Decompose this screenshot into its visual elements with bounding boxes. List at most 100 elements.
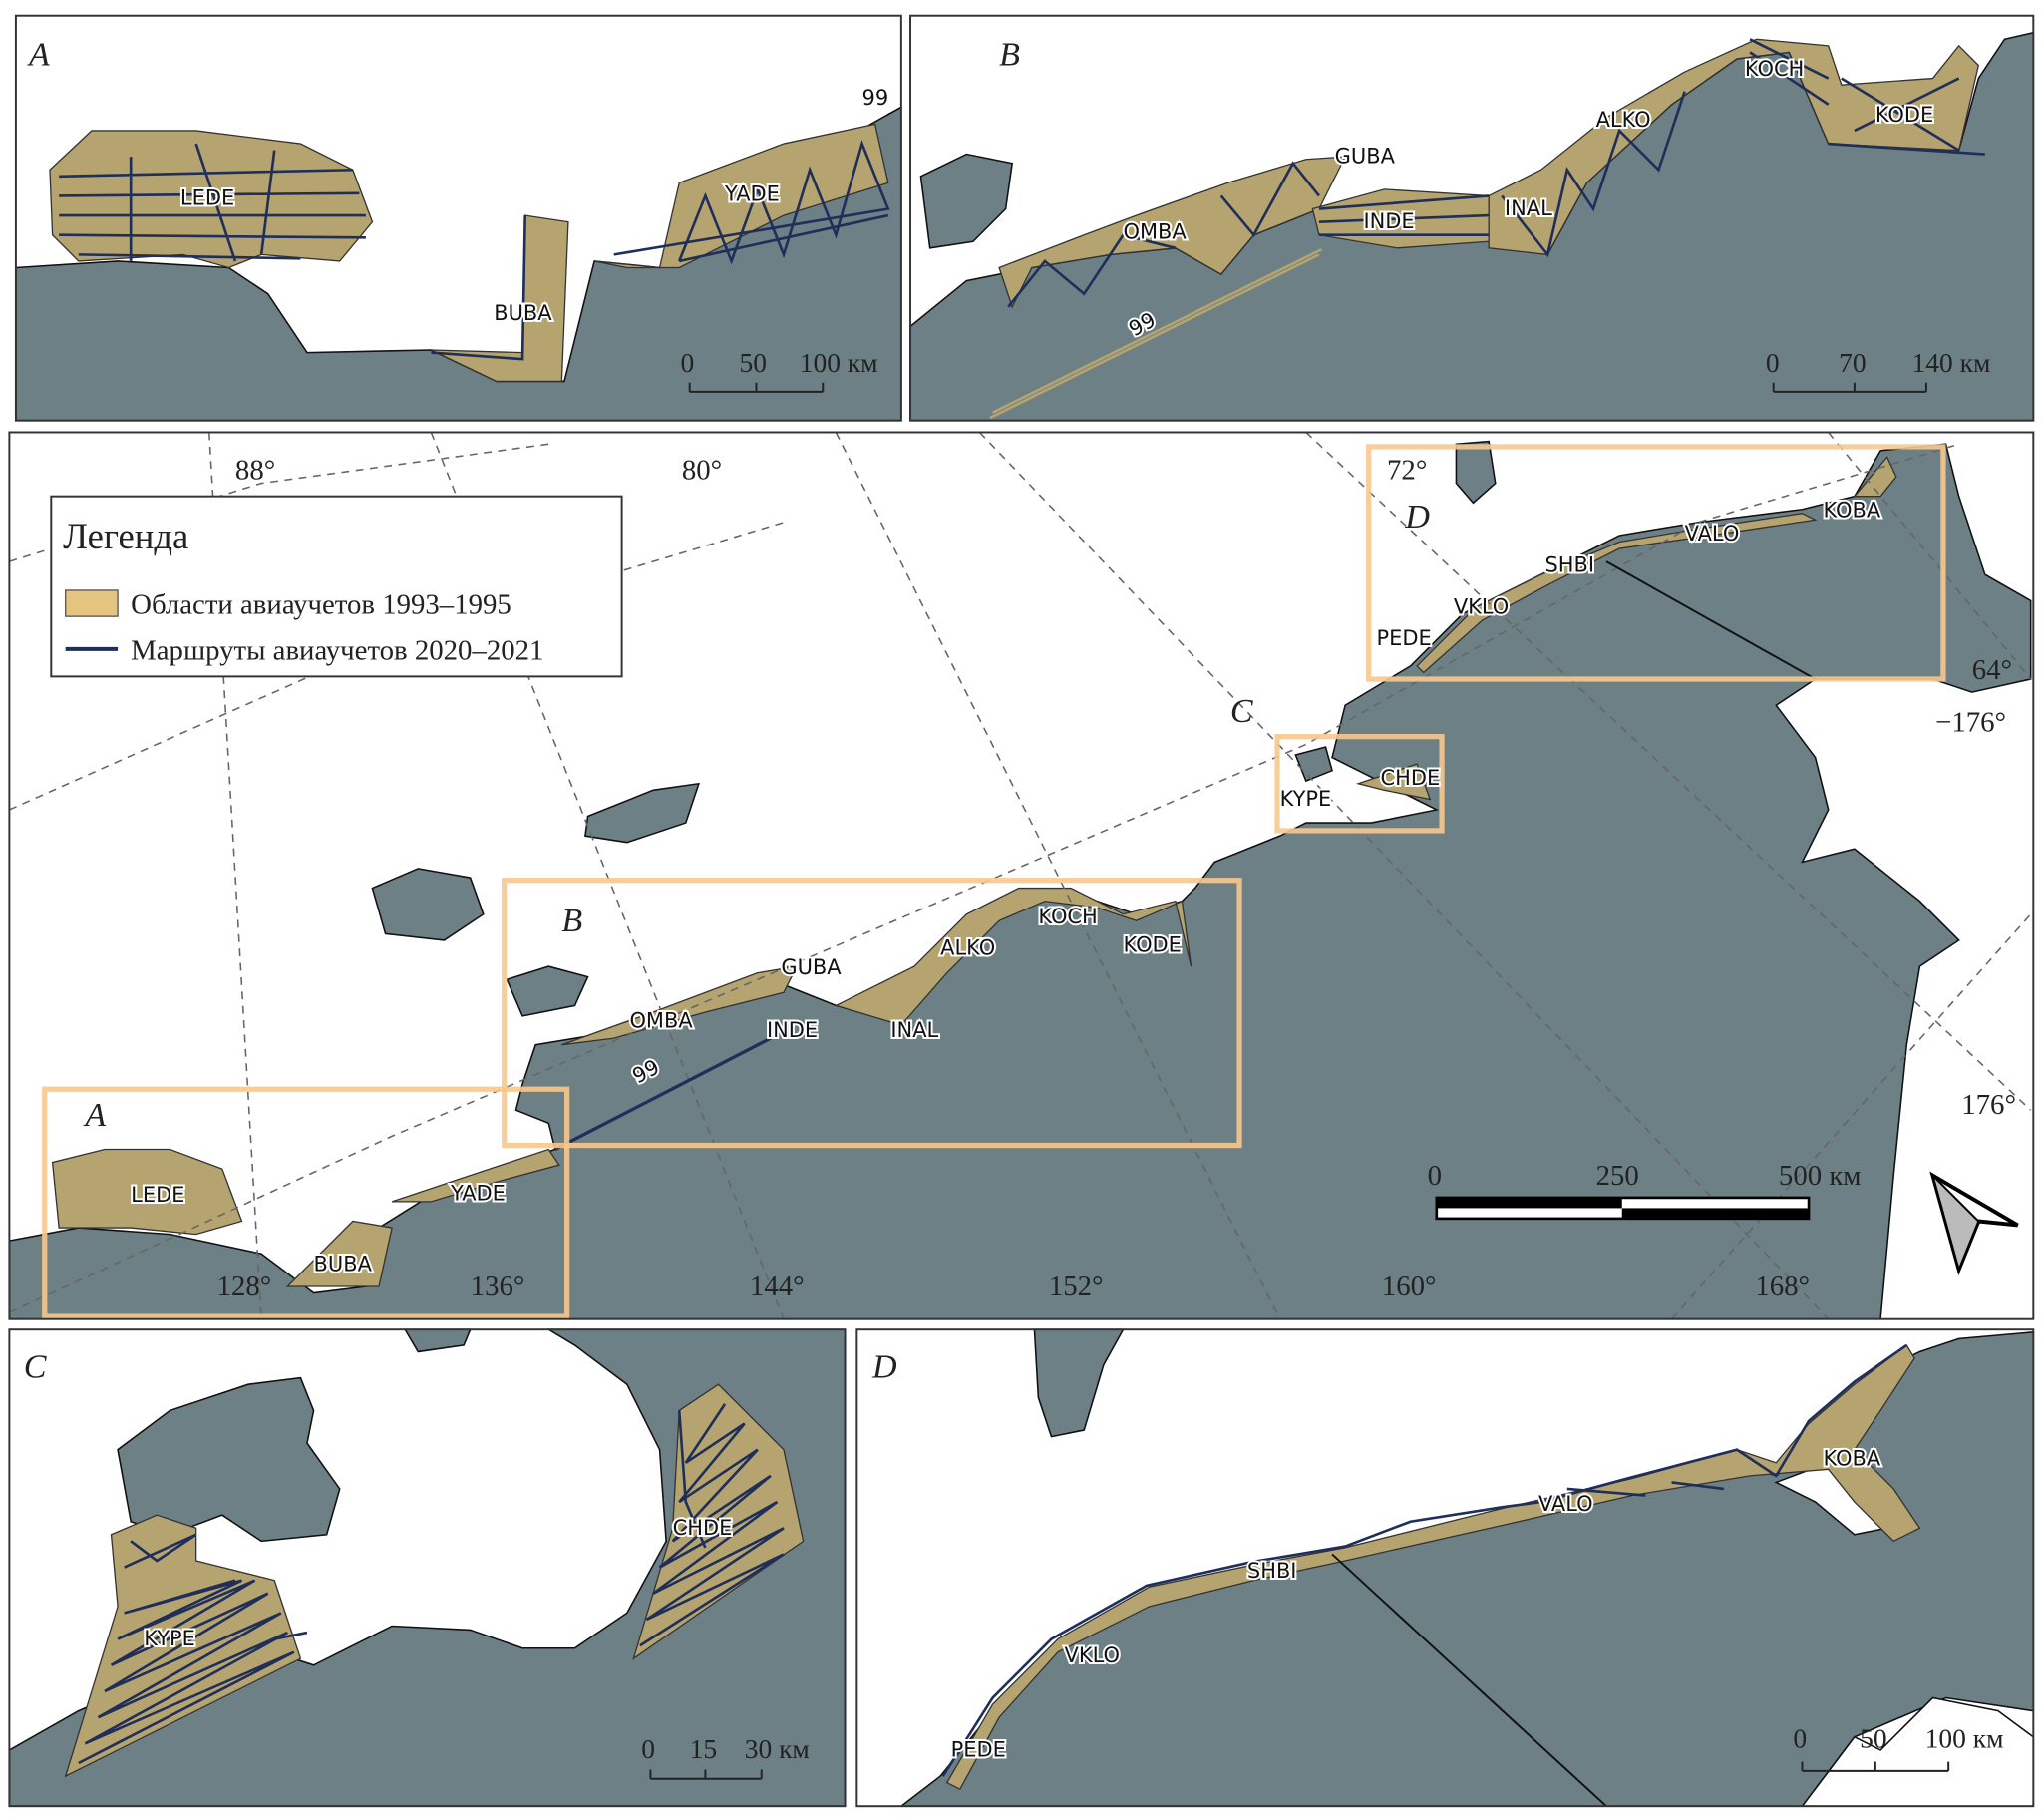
inset-b-scale-bar: 0 70 140 км xyxy=(1766,347,1991,393)
scale-label: 140 км xyxy=(1912,347,1991,378)
main-map: A B C D LEDE BUBA YADE OMBA GUBA INDE IN… xyxy=(8,431,2035,1320)
site-label: KODE xyxy=(1123,933,1181,957)
inset-b-frame xyxy=(909,14,2035,422)
legend-swatch-survey-area xyxy=(65,589,119,617)
boundary-line xyxy=(1605,560,1817,680)
inset-box-letter: B xyxy=(561,903,582,939)
site-label: KOBA xyxy=(1823,499,1880,523)
site-label: BUBA xyxy=(314,1252,373,1275)
route-99-line xyxy=(989,247,1323,420)
inset-b-site-label: GUBA xyxy=(1335,145,1396,169)
inset-b-site-label: ALKO xyxy=(1596,108,1651,132)
site-label: LEDE xyxy=(131,1183,184,1207)
scale-label: 250 xyxy=(1596,1160,1639,1192)
inset-b: OMBA GUBA INDE INAL ALKO KOCH KODE 99 B … xyxy=(909,14,2035,422)
site-label: YADE xyxy=(450,1182,506,1206)
inset-d-site-label: KOBA xyxy=(1823,1446,1880,1470)
inset-d-site-label: PEDE xyxy=(951,1737,1006,1761)
scale-label: 30 км xyxy=(745,1733,810,1764)
scale-label: 70 xyxy=(1839,347,1867,378)
inset-b-omba-area xyxy=(998,156,1347,309)
inset-b-site-label: INDE xyxy=(1363,209,1414,233)
inset-d-site-label: VALO xyxy=(1538,1492,1593,1516)
main-map-island xyxy=(1294,746,1333,783)
scale-label: 50 xyxy=(1860,1722,1887,1753)
scale-label: 100 км xyxy=(1925,1722,2004,1753)
graticule-label: 64° xyxy=(1972,654,2012,686)
inset-b-site-label: KOCH xyxy=(1745,57,1804,81)
legend-item-label: Маршруты авиаучетов 2020–2021 xyxy=(131,634,543,666)
main-map-inset-boxes xyxy=(42,444,1946,1319)
north-arrow-icon xyxy=(1929,1171,2019,1276)
site-label: INAL xyxy=(890,1018,938,1042)
route-99-line xyxy=(554,1036,772,1151)
site-label: KOCH xyxy=(1038,905,1097,928)
inset-a: LEDE BUBA YADE 99 A 0 50 100 км xyxy=(14,14,902,422)
site-label: VALO xyxy=(1685,522,1740,545)
inset-a-letter: A xyxy=(27,36,50,73)
inset-b-island xyxy=(919,153,1014,249)
main-map-scale-bar: 0 250 500 км xyxy=(1428,1160,1862,1221)
legend-item-label: Области авиаучетов 1993–1995 xyxy=(131,589,511,621)
graticule-label: −176° xyxy=(1935,706,2006,738)
inset-a-yade-area xyxy=(593,123,889,269)
site-label: ALKO xyxy=(940,935,995,959)
inset-box-letter: A xyxy=(83,1097,106,1134)
legend-title: Легенда xyxy=(63,516,188,556)
graticule-label: 152° xyxy=(1049,1271,1104,1302)
inset-c-scale-bar: 0 15 30 км xyxy=(641,1733,810,1780)
graticule-label: 80° xyxy=(682,455,722,487)
graticule-label: 72° xyxy=(1387,455,1427,487)
inset-a-site-label: BUBA xyxy=(494,301,552,325)
inset-c-letter: C xyxy=(24,1349,48,1386)
main-map-island xyxy=(371,868,485,941)
site-label: CHDE xyxy=(1380,766,1440,790)
inset-b-site-label: OMBA xyxy=(1123,220,1187,244)
boundary-line xyxy=(1331,1553,1607,1807)
inset-d: PEDE VKLO SHBI VALO KOBA D 0 50 100 км xyxy=(855,1328,2035,1808)
legend: Легенда Области авиаучетов 1993–1995 Мар… xyxy=(50,495,623,678)
graticule-label: 128° xyxy=(217,1271,272,1302)
inset-b-inal-area xyxy=(1488,38,1980,256)
inset-box-d xyxy=(1366,444,1946,682)
site-label: PEDE xyxy=(1377,626,1432,650)
inset-box-letter: D xyxy=(1404,499,1430,536)
main-map-island xyxy=(506,965,589,1017)
legend-box xyxy=(50,495,623,678)
inset-c-site-label: CHDE xyxy=(673,1516,733,1540)
inset-box-b xyxy=(502,878,1242,1149)
site-label: INDE xyxy=(767,1018,818,1042)
scale-label: 100 км xyxy=(800,347,878,378)
inset-c-chde-area xyxy=(632,1383,805,1660)
inset-b-site-label: INAL xyxy=(1505,196,1552,220)
main-map-island xyxy=(1455,440,1497,505)
inset-b-routes xyxy=(989,38,1985,420)
graticule-label: 168° xyxy=(1755,1271,1810,1302)
inset-box-a xyxy=(42,1086,570,1319)
main-map-graticule-labels: 88° 80° 72° 64° −176° 176° 128° 136° 144… xyxy=(217,455,2016,1303)
inset-c-site-label: KYPE xyxy=(144,1627,195,1650)
graticule-label: 160° xyxy=(1382,1271,1437,1302)
inset-d-scale-bar: 0 50 100 км xyxy=(1793,1722,2004,1772)
scale-label: 0 xyxy=(641,1733,655,1764)
inset-a-site-label: LEDE xyxy=(180,186,234,210)
graticule-label: 176° xyxy=(1961,1089,2016,1121)
scale-label: 15 xyxy=(690,1733,718,1764)
site-label: OMBA xyxy=(629,1009,693,1033)
scale-label: 0 xyxy=(1793,1722,1807,1753)
inset-c-frame xyxy=(8,1328,847,1808)
inset-a-scale-bar: 0 50 100 км xyxy=(681,347,878,393)
inset-d-letter: D xyxy=(871,1349,897,1386)
inset-b-letter: B xyxy=(999,36,1020,73)
graticule-label: 136° xyxy=(471,1271,525,1302)
inset-c: KYPE CHDE C 0 15 30 км xyxy=(8,1328,847,1808)
site-label: SHBI xyxy=(1545,553,1595,577)
site-label: GUBA xyxy=(781,955,842,979)
inset-a-frame xyxy=(14,14,902,422)
inset-d-site-label: SHBI xyxy=(1247,1559,1297,1583)
scale-label: 0 xyxy=(1428,1160,1442,1192)
graticule-label: 144° xyxy=(750,1271,805,1302)
inset-a-site-label: YADE xyxy=(724,182,780,206)
main-map-site-labels: LEDE BUBA YADE OMBA GUBA INDE INAL ALKO … xyxy=(129,497,1883,1278)
